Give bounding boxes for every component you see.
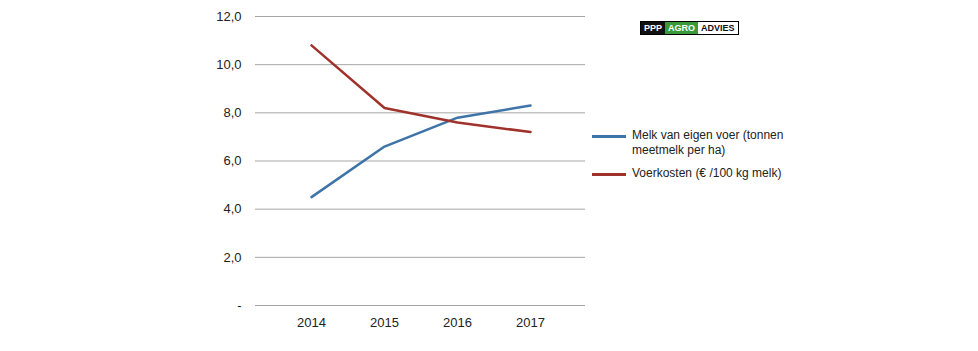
svg-text:2015: 2015 [370, 315, 399, 330]
svg-text:2,0: 2,0 [223, 249, 241, 264]
svg-text:2017: 2017 [516, 315, 545, 330]
svg-text:12,0: 12,0 [216, 9, 241, 24]
html-text:Melk van eigen voer (tonnen me: Melk van eigen voer (tonnen meetmelk per… [632, 128, 784, 157]
html-text:ADVIES: ADVIES [701, 23, 735, 33]
html-text:Voerkosten (€ /100 kg melk): Voerkosten (€ /100 kg melk) [632, 166, 782, 180]
svg-text:4,0: 4,0 [223, 201, 241, 216]
svg-text:8,0: 8,0 [223, 105, 241, 120]
html-text:PPP: PPP [644, 23, 662, 33]
svg-text:-: - [237, 298, 241, 313]
svg-text:10,0: 10,0 [216, 57, 241, 72]
svg-text:2014: 2014 [297, 315, 326, 330]
svg-text:6,0: 6,0 [223, 153, 241, 168]
svg-text:2016: 2016 [443, 315, 472, 330]
html-text:AGRO: AGRO [668, 23, 695, 33]
